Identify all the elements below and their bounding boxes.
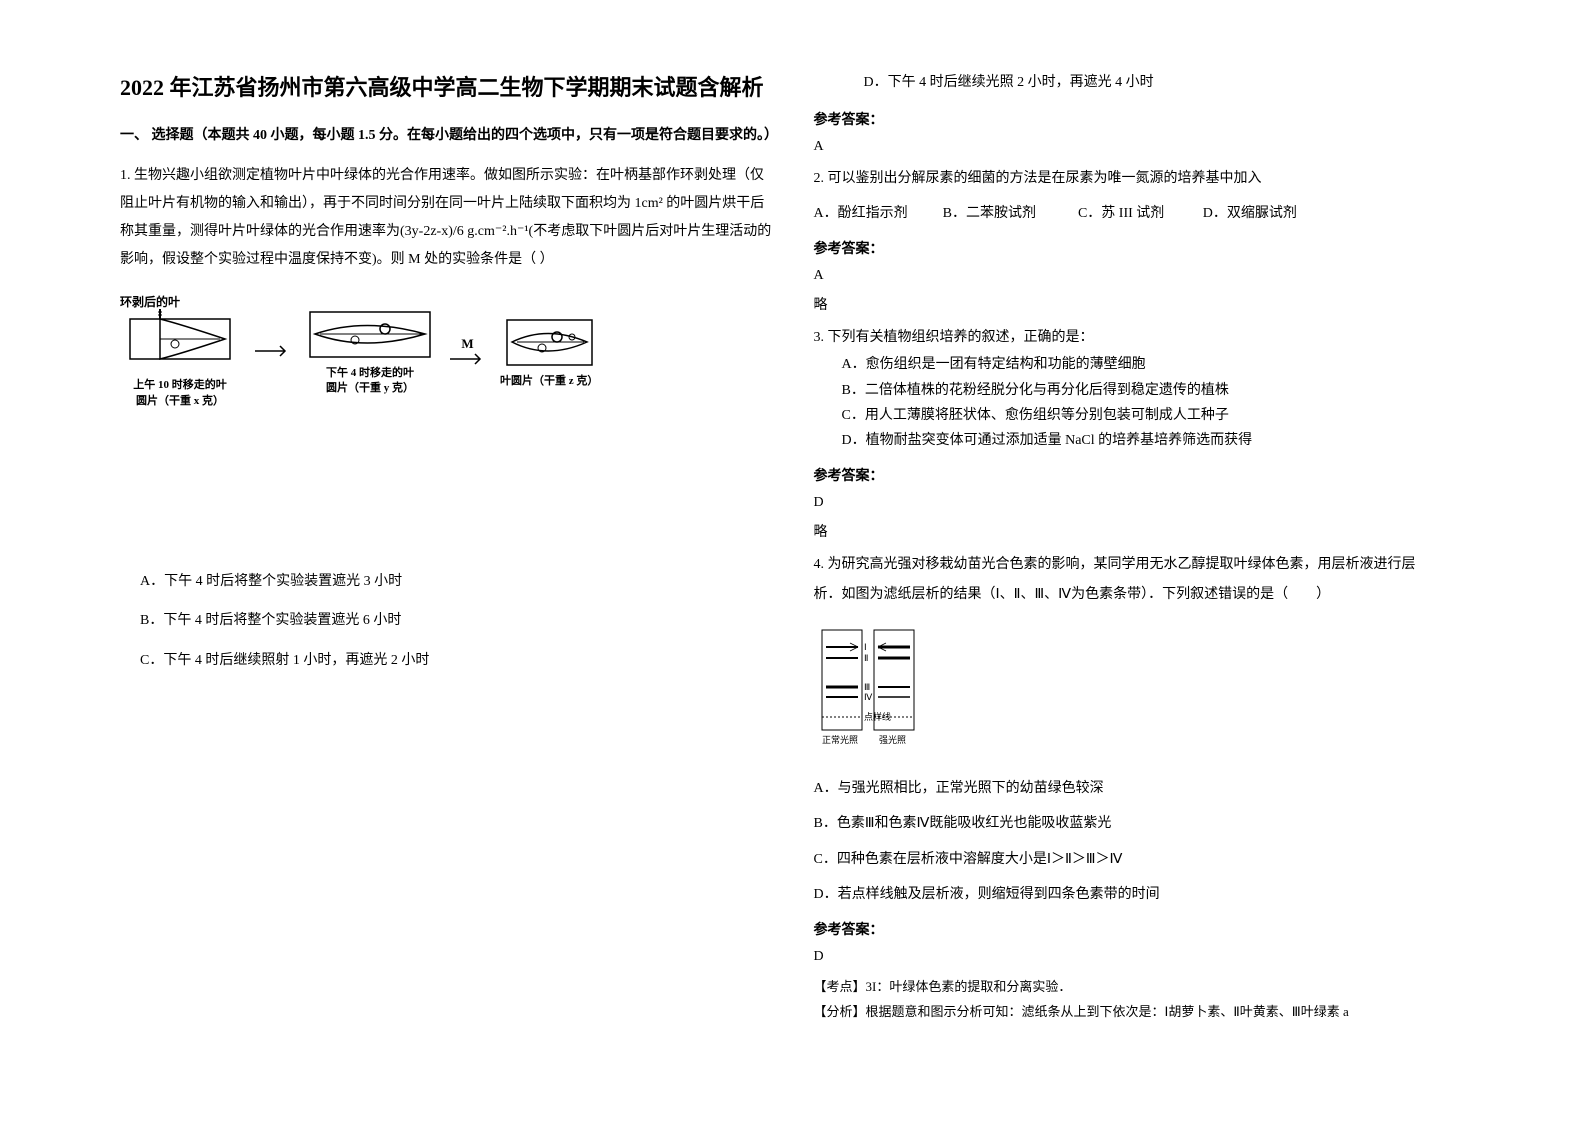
q2-options: A．酚红指示剂 B．二苯胺试剂 C．苏 III 试剂 D．双缩脲试剂	[814, 201, 1468, 226]
q4-answer-header: 参考答案：	[814, 919, 1468, 939]
caption-left-line1: 上午 10 时移走的叶	[133, 379, 227, 391]
q4-explain-line1: 【考点】3I：叶绿体色素的提取和分离实验．	[814, 975, 1468, 1000]
q4-diagram: Ⅰ Ⅱ Ⅲ Ⅳ 点样线 正常光照 强光照	[814, 625, 1468, 760]
diagram-leaf-right: 叶圆片（干重 z 克）	[500, 315, 598, 389]
q1-option-d: D．下午 4 时后继续光照 2 小时，再遮光 4 小时	[864, 70, 1468, 95]
q3-option-d: D．植物耐盐突变体可通过添加适量 NaCl 的培养基培养筛选而获得	[842, 428, 1468, 453]
q4-text-line2: 析．如图为滤纸层析的结果（Ⅰ、Ⅱ、Ⅲ、Ⅳ为色素条带）．下列叙述错误的是（ ）	[814, 581, 1468, 609]
q2-answer-header: 参考答案：	[814, 238, 1468, 258]
q2-explain: 略	[814, 294, 1468, 314]
caption-mid-line2: 圆片（干重 y 克）	[326, 382, 414, 394]
q3-text: 3. 下列有关植物组织培养的叙述，正确的是：	[814, 324, 1468, 352]
arrow-m-label: M	[461, 336, 473, 352]
q1-text: 1. 生物兴趣小组欲测定植物叶片中叶绿体的光合作用速率。做如图所示实验：在叶柄基…	[120, 162, 774, 274]
caption-left: 上午 10 时移走的叶 圆片（干重 x 克）	[133, 378, 227, 409]
svg-text:Ⅲ: Ⅲ	[864, 682, 870, 692]
q1-answer: A	[814, 139, 1468, 155]
diagram-leaf-ringed: 环剥后的叶 上午 10 时移走的叶 圆片（干重 x 克）	[120, 294, 240, 409]
svg-text:Ⅱ: Ⅱ	[864, 653, 868, 663]
arrow-m-block: M	[450, 336, 485, 367]
caption-mid: 下午 4 时移走的叶 圆片（干重 y 克）	[326, 366, 414, 397]
right-column: D．下午 4 时后继续光照 2 小时，再遮光 4 小时 参考答案： A 2. 可…	[794, 70, 1488, 1082]
left-column: 2022 年江苏省扬州市第六高级中学高二生物下学期期末试题含解析 一、 选择题（…	[100, 70, 794, 1082]
caption-mid-line1: 下午 4 时移走的叶	[326, 367, 414, 379]
svg-text:强光照: 强光照	[879, 734, 906, 745]
q1-option-c: C．下午 4 时后继续照射 1 小时，再遮光 2 小时	[140, 648, 774, 673]
leaf-icon: 环剥后的叶	[120, 294, 240, 374]
chromatography-icon: Ⅰ Ⅱ Ⅲ Ⅳ 点样线 正常光照 强光照	[814, 625, 944, 755]
q3-answer: D	[814, 495, 1468, 511]
ringed-label: 环剥后的叶	[120, 294, 180, 309]
q3-option-c: C．用人工薄膜将胚状体、愈伤组织等分别包装可制成人工种子	[842, 403, 1468, 428]
q4-option-b: B．色素Ⅲ和色素Ⅳ既能吸收红光也能吸收蓝紫光	[814, 811, 1468, 836]
q1-option-b: B．下午 4 时后将整个实验装置遮光 6 小时	[140, 608, 774, 633]
q1-option-a: A．下午 4 时后将整个实验装置遮光 3 小时	[140, 569, 774, 594]
q2-answer: A	[814, 268, 1468, 284]
diagram-leaf-mid: 下午 4 时移走的叶 圆片（干重 y 克）	[305, 307, 435, 397]
q4-text-line1: 4. 为研究高光强对移栽幼苗光合色素的影响，某同学用无水乙醇提取叶绿体色素，用层…	[814, 551, 1468, 579]
q4-answer: D	[814, 949, 1468, 965]
caption-right: 叶圆片（干重 z 克）	[500, 374, 598, 389]
svg-text:Ⅰ: Ⅰ	[864, 642, 867, 652]
q3-option-a: A．愈伤组织是一团有特定结构和功能的薄壁细胞	[842, 352, 1468, 377]
q1-diagram: 环剥后的叶 上午 10 时移走的叶 圆片（干重 x 克）	[120, 294, 774, 409]
document-title: 2022 年江苏省扬州市第六高级中学高二生物下学期期末试题含解析	[120, 70, 774, 105]
q1-answer-header: 参考答案：	[814, 109, 1468, 129]
q4-option-d: D．若点样线触及层析液，则缩短得到四条色素带的时间	[814, 882, 1468, 907]
q2-text: 2. 可以鉴别出分解尿素的细菌的方法是在尿素为唯一氮源的培养基中加入	[814, 165, 1468, 193]
q4-explain-line2: 【分析】根据题意和图示分析可知：滤纸条从上到下依次是：Ⅰ胡萝卜素、Ⅱ叶黄素、Ⅲ叶…	[814, 1000, 1468, 1025]
q3-explain: 略	[814, 521, 1468, 541]
caption-left-line2: 圆片（干重 x 克）	[136, 395, 224, 407]
leaf-icon	[502, 315, 597, 370]
q3-option-b: B．二倍体植株的花粉经脱分化与再分化后得到稳定遗传的植株	[842, 378, 1468, 403]
svg-text:正常光照: 正常光照	[822, 734, 858, 745]
leaf-icon	[305, 307, 435, 362]
arrow-icon	[255, 344, 290, 359]
arrow-icon	[450, 352, 485, 367]
q3-answer-header: 参考答案：	[814, 465, 1468, 485]
spacer	[120, 439, 774, 569]
svg-text:Ⅳ: Ⅳ	[864, 692, 873, 702]
q4-option-c: C．四种色素在层析液中溶解度大小是Ⅰ＞Ⅱ＞Ⅲ＞Ⅳ	[814, 847, 1468, 872]
q4-option-a: A．与强光照相比，正常光照下的幼苗绿色较深	[814, 776, 1468, 801]
section-header: 一、 选择题（本题共 40 小题，每小题 1.5 分。在每小题给出的四个选项中，…	[120, 123, 774, 148]
